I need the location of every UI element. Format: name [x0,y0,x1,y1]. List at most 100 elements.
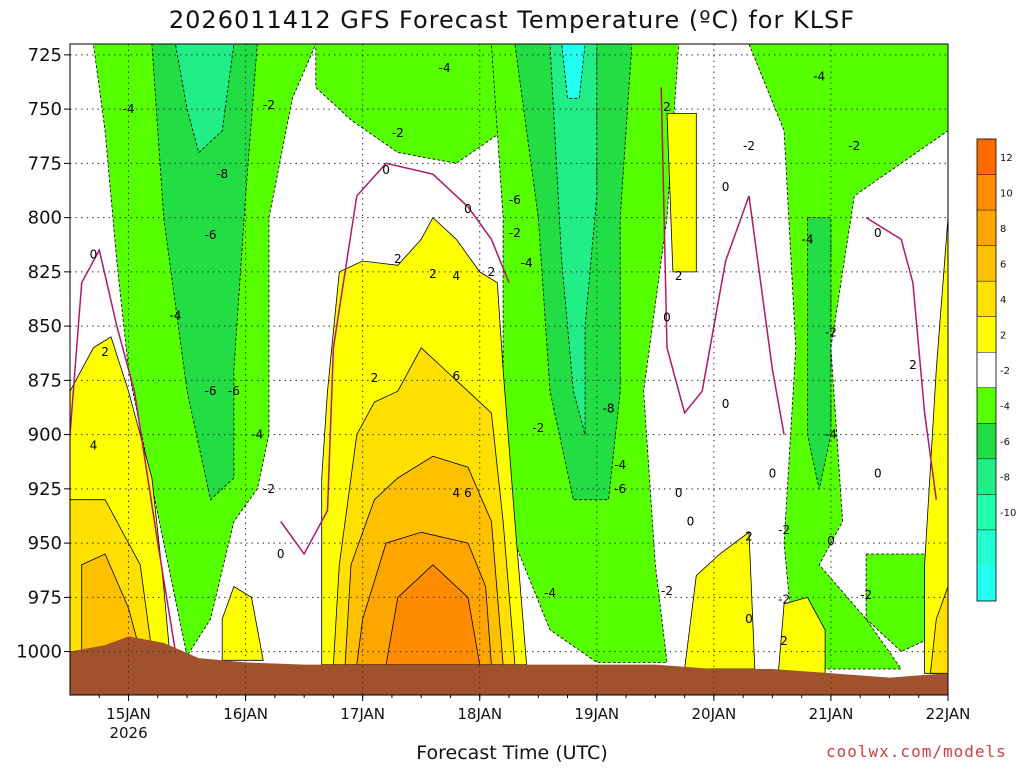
contour-label: 0 [382,163,390,177]
legend-swatch [977,387,996,424]
contour-label: 2 [663,100,671,114]
legend-swatch [977,423,996,459]
contour-label: 0 [874,467,882,481]
zero-isotherm-4 [865,216,938,500]
contour-label: -4 [544,586,556,600]
legend-frame [976,138,997,602]
contour-label: -2 [743,139,755,153]
cold-region-2 [315,44,516,164]
x-axis-label: Forecast Time (UTC) [416,742,608,764]
legend-label: -4 [1000,402,1010,413]
contour-label: 0 [722,397,730,411]
legend-label: 8 [1000,224,1006,235]
contour-label: 2 [780,634,788,648]
contour-label: 6 [464,486,472,500]
contour-label: 0 [722,180,730,194]
contour-label: -4 [123,102,135,116]
y-tick-label: 750 [28,99,62,120]
y-tick-label: 875 [28,370,62,391]
contour-label: -6 [228,384,240,398]
contour-label: -6 [509,193,521,207]
y-tick-label: 825 [28,262,62,283]
x-year-label: 2026 [109,724,147,742]
contour-label: 0 [745,612,753,626]
contour-label: -2 [532,421,544,435]
contour-label: -4 [521,256,533,270]
contour-label: -2 [509,226,521,240]
warm-region-4 [221,585,264,661]
legend-swatch [977,494,996,530]
contour-label: 0 [663,310,671,324]
legend-label: -8 [1000,473,1010,484]
warm-region-10 [666,113,697,273]
cold-region-4 [748,44,948,670]
y-axis: 725 750 775 800 825 850 875 900 925 950 975 1000 [16,45,70,663]
zero-isotherm-1 [70,247,177,652]
contour-label: 4 [452,269,460,283]
contour-label: 0 [675,486,683,500]
contour-label: 2 [371,371,379,385]
zero-isotherm-2 [280,162,510,556]
legend-swatch [977,281,996,317]
color-legend: 12 10 8 6 4 2 -2 -4 -6 -8 -10 [976,138,1016,602]
contour-label: 2 [429,267,437,281]
x-tick-label: 18JAN [457,705,502,723]
contour-label: 0 [277,547,285,561]
contour-label: -2 [825,326,837,340]
x-tick-label: 20JAN [691,705,736,723]
ground-surface [70,636,948,695]
warm-region-3 [81,553,141,652]
x-tick-label: 21JAN [809,705,854,723]
y-tick-label: 775 [28,153,62,174]
legend-label: 6 [1000,259,1006,270]
legend-swatch [977,458,996,495]
contour-label: -4 [614,458,626,472]
legend-label: 2 [1000,330,1006,341]
legend-swatch [977,174,996,210]
contour-label: -4 [169,308,181,322]
legend-label: 12 [1000,153,1013,164]
contour-label: 0 [874,226,882,240]
contour-label: -6 [205,384,217,398]
cold-region-9 [549,44,598,435]
contour-label: -8 [603,402,615,416]
contour-label: 2 [909,358,917,372]
contour-label: 0 [769,467,777,481]
site-credit[interactable]: coolwx.com/models [826,742,1007,761]
legend-swatch [977,139,996,175]
contour-label: 0 [464,202,472,216]
contour-label: -2 [392,126,404,140]
contour-label: 2 [675,269,683,283]
legend-swatch [977,210,996,246]
legend-swatch [977,565,996,601]
legend-swatch [977,529,996,566]
contour-label: 0 [827,534,835,548]
legend-label: -10 [1000,508,1016,519]
contour-label: -2 [778,593,790,607]
contour-label: -6 [205,228,217,242]
cold-region-6 [151,44,258,501]
y-tick-label: 925 [28,479,62,500]
x-tick-label: 15JAN [106,705,151,723]
x-tick-label: 22JAN [926,705,971,723]
legend-label: -6 [1000,437,1010,448]
y-tick-label: 975 [28,587,62,608]
chart-title: 2026011412 GFS Forecast Temperature (ºC)… [168,6,856,34]
legend-label: 10 [1000,188,1013,199]
contour-label: 0 [90,248,98,262]
contour-label: 4 [452,486,460,500]
contour-label: 2 [101,345,109,359]
cold-region-7 [174,44,235,154]
legend-swatch [977,316,996,353]
contour-label: 6 [452,369,460,383]
contour-label: -2 [860,588,872,602]
contour-label: -2 [263,98,275,112]
x-axis: 15JAN 16JAN 17JAN 18JAN 19JAN 20JAN 21JAN 22JAN… [98,695,971,742]
cold-region-10 [561,44,586,99]
y-tick-label: 850 [28,316,62,337]
y-tick-label: 725 [28,45,62,66]
contour-label: 4 [90,439,98,453]
y-tick-label: 800 [28,208,62,229]
